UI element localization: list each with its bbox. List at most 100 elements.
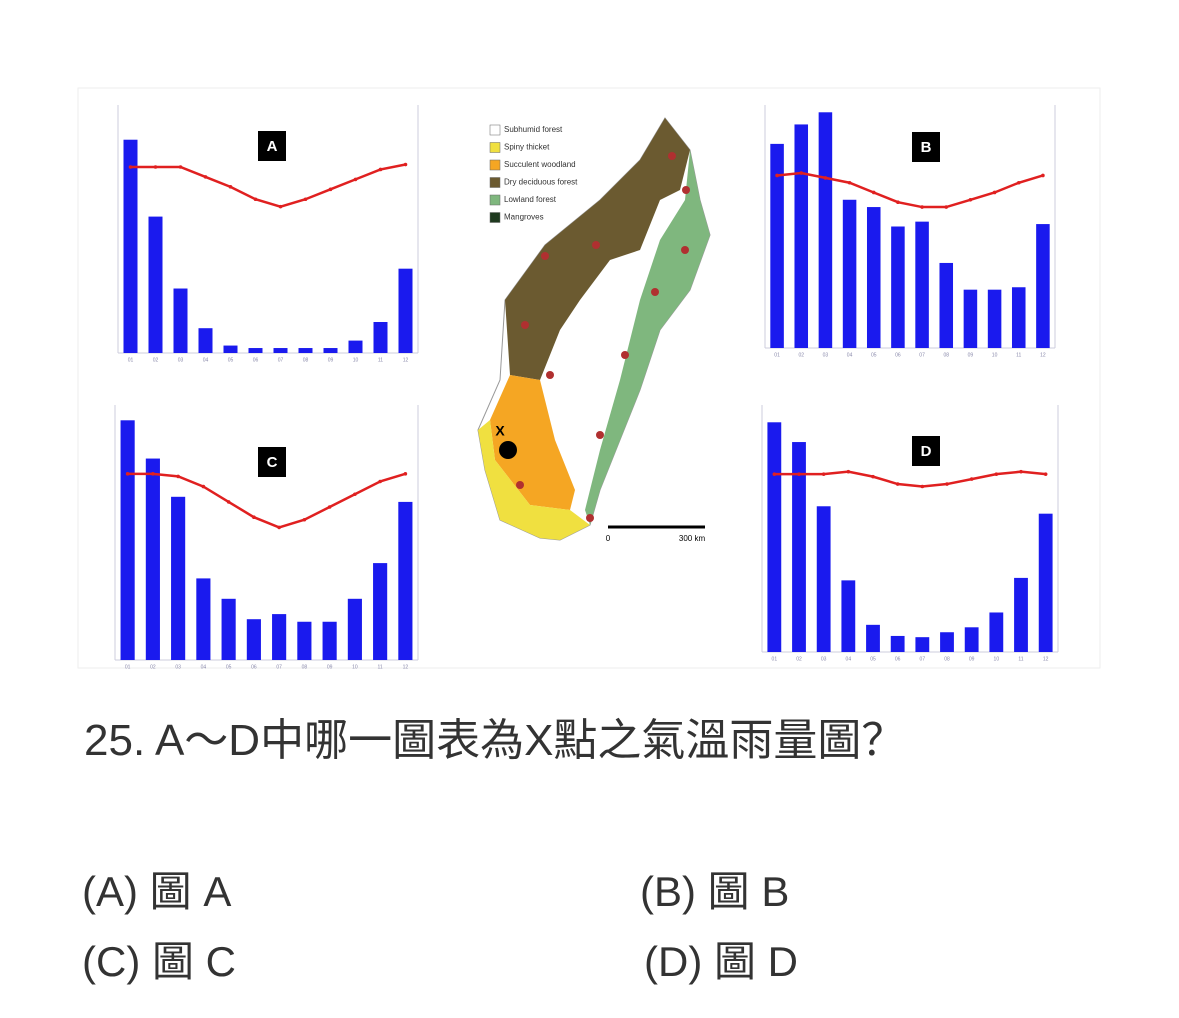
temperature-point — [151, 472, 155, 476]
site-dot — [592, 241, 600, 249]
site-dot — [682, 186, 690, 194]
temperature-point — [278, 204, 283, 209]
rain-bar — [322, 621, 337, 660]
temperature-point — [125, 472, 130, 476]
rain-bar — [297, 621, 312, 660]
map: X 0 300 km — [477, 117, 711, 543]
option[interactable]: (A) 圖 A — [82, 868, 232, 915]
x-tick-label: 05 — [226, 664, 232, 670]
temperature-point — [823, 176, 828, 180]
rain-bar — [915, 637, 930, 652]
scale-start: 0 — [606, 534, 611, 543]
x-tick-label: 10 — [994, 656, 1000, 662]
rain-bar — [818, 112, 833, 348]
site-dot — [541, 252, 549, 260]
temperature-point — [895, 482, 900, 486]
site-dot — [681, 246, 689, 254]
temperature-point — [378, 167, 383, 172]
rain-bar — [298, 348, 313, 353]
temperature-point — [968, 197, 973, 202]
temperature-point — [772, 472, 777, 476]
rain-bar — [373, 563, 388, 660]
x-tick-label: 06 — [895, 656, 901, 662]
temperature-point — [176, 474, 180, 479]
rain-bar — [145, 458, 160, 660]
rain-bar — [398, 268, 413, 353]
chart-label: C — [267, 454, 278, 471]
x-tick-label: 01 — [772, 656, 778, 662]
temperature-point — [992, 190, 997, 195]
site-dot — [546, 371, 554, 379]
rain-bar — [964, 627, 979, 652]
x-tick-label: 11 — [1018, 656, 1023, 662]
rain-bar — [987, 289, 1002, 348]
rain-bar — [221, 598, 236, 660]
x-tick-label: 09 — [328, 357, 334, 363]
rain-bar — [940, 632, 954, 652]
legend-label: Mangroves — [504, 213, 544, 222]
x-tick-label: 02 — [150, 664, 156, 670]
rain-bar — [963, 289, 978, 348]
rain-bar — [792, 442, 806, 652]
scale-end: 300 km — [679, 534, 706, 543]
temperature-line — [127, 472, 406, 529]
temperature-point — [969, 477, 974, 481]
x-tick-label: 06 — [251, 664, 257, 670]
rain-bar — [373, 322, 388, 353]
temperature-point — [226, 500, 231, 504]
legend-swatch — [489, 212, 501, 223]
x-tick-label: 07 — [276, 664, 282, 670]
x-tick-label: 12 — [1043, 656, 1049, 662]
temperature-point — [1043, 472, 1048, 476]
rain-bar — [223, 345, 238, 353]
temperature-point — [303, 197, 308, 202]
rain-bar — [398, 501, 413, 660]
x-tick-label: 08 — [943, 352, 949, 358]
x-tick-label: 07 — [278, 357, 284, 363]
temperature-point — [353, 177, 358, 182]
x-tick-label: 04 — [201, 664, 207, 670]
site-dot — [651, 288, 659, 296]
rain-bar — [123, 139, 138, 353]
rain-bar — [272, 614, 287, 660]
site-dot — [621, 351, 629, 359]
chart-label-box — [258, 131, 286, 161]
option[interactable]: (D) 圖 D — [644, 938, 798, 985]
x-tick-label: 12 — [403, 664, 409, 670]
rain-bar — [171, 496, 186, 660]
temperature-point — [1019, 469, 1023, 474]
x-label: X — [495, 423, 505, 439]
x-tick-label: 08 — [944, 656, 950, 662]
x-tick-label: 03 — [823, 352, 829, 358]
temperature-point — [403, 472, 408, 476]
temperature-point — [896, 200, 900, 204]
x-tick-label: 08 — [303, 357, 309, 363]
temperature-point — [920, 205, 924, 209]
option[interactable]: (C) 圖 C — [82, 938, 236, 985]
rain-bar — [767, 422, 782, 652]
legend-label: Lowland forest — [504, 195, 557, 204]
x-tick-label: 10 — [992, 352, 998, 358]
x-tick-label: 09 — [969, 656, 975, 662]
x-tick-label: 02 — [798, 352, 804, 358]
legend-label: Spiny thicket — [504, 143, 550, 152]
rain-bar — [198, 328, 213, 353]
x-tick-label: 10 — [353, 357, 359, 363]
option[interactable]: (B) 圖 B — [640, 868, 790, 915]
x-tick-label: 02 — [153, 357, 159, 363]
rain-bar — [248, 348, 263, 353]
temperature-line — [776, 171, 1044, 209]
chart-label: A — [267, 138, 278, 155]
temperature-point — [201, 484, 206, 489]
site-dot — [596, 431, 604, 439]
temperature-point — [178, 165, 183, 169]
temperature-point — [846, 469, 851, 474]
temperature-point — [128, 165, 133, 169]
x-tick-label: 12 — [1040, 352, 1046, 358]
rain-bar — [989, 612, 1004, 652]
temperature-point — [277, 525, 281, 530]
rain-bar — [770, 143, 784, 348]
legend-swatch — [489, 159, 501, 171]
dry-deciduous-region — [505, 118, 690, 380]
